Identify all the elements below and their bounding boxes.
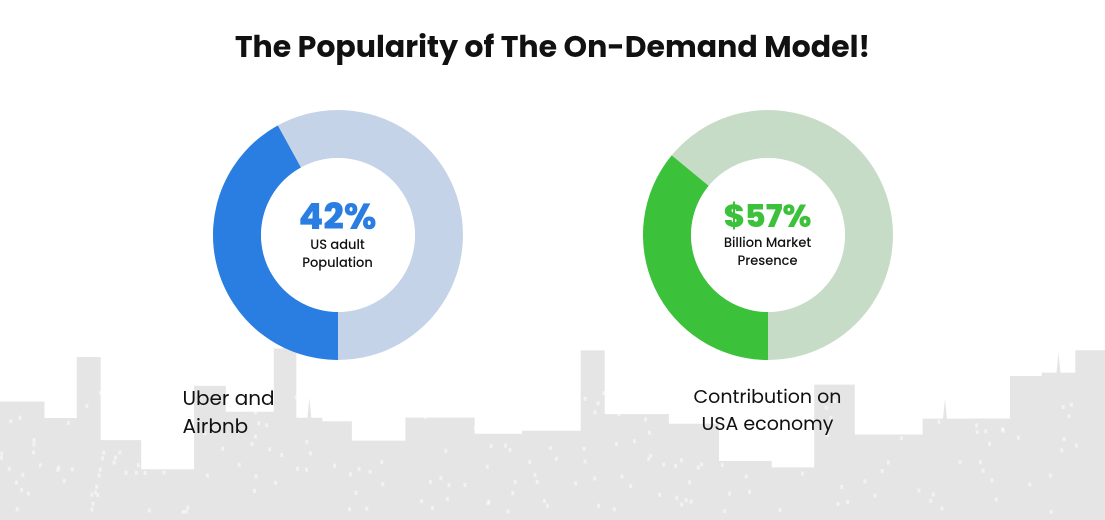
donut-usa-economy: $57% Billion Market Presence Contributio…	[643, 110, 893, 440]
caption-0b: Airbnb	[183, 412, 275, 440]
caption-0a: Uber and	[183, 384, 275, 412]
donut-value-1: $57%	[724, 201, 812, 233]
donut-caption-1: Contribution on USA economy	[694, 384, 842, 437]
donut-sub-1a: Billion Market	[724, 235, 811, 251]
donut-chart-0: 42% US adult Population	[213, 110, 463, 360]
caption-1b: USA economy	[694, 411, 842, 438]
donut-chart-1: $57% Billion Market Presence	[643, 110, 893, 360]
donut-sub-1b: Presence	[738, 253, 798, 269]
donut-sub-0a: US adult	[310, 237, 365, 253]
charts-row: 42% US adult Population Uber and Airbnb …	[0, 110, 1105, 440]
caption-1a: Contribution on	[694, 384, 842, 411]
donut-sub-0b: Population	[302, 255, 373, 271]
donut-uber-airbnb: 42% US adult Population Uber and Airbnb	[213, 110, 463, 440]
donut-value-0: 42%	[299, 199, 377, 235]
donut-caption-0: Uber and Airbnb	[183, 384, 275, 440]
page-title: The Popularity of The On-Demand Model!	[0, 0, 1105, 70]
donut-center-1: $57% Billion Market Presence	[643, 110, 893, 360]
donut-center-0: 42% US adult Population	[213, 110, 463, 360]
